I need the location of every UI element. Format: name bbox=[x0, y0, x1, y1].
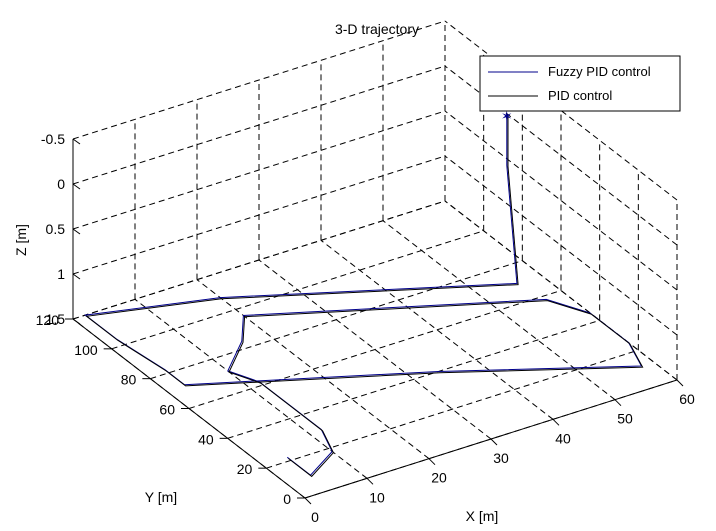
floor-grid-y-3 bbox=[188, 290, 562, 409]
series-line-fuzzy-pid bbox=[84, 115, 643, 476]
series-layer: ✶ bbox=[84, 109, 644, 478]
back-wall-grid-z-2 bbox=[72, 110, 446, 230]
x-tick-label: 0 bbox=[311, 509, 319, 525]
z-tick-label: 0 bbox=[57, 176, 65, 192]
x-tick-label: 30 bbox=[493, 450, 509, 466]
floor-grid-y-1 bbox=[266, 349, 639, 469]
right-wall-grid-z-3 bbox=[444, 155, 678, 336]
x-tick-mark-6 bbox=[676, 379, 684, 387]
chart-title: 3-D trajectory bbox=[335, 21, 419, 37]
x-tick-mark-1 bbox=[366, 477, 374, 485]
legend-label-fuzzy-pid: Fuzzy PID control bbox=[548, 64, 651, 79]
z-tick-label: -0.5 bbox=[41, 131, 65, 147]
right-wall-grid-z-0 bbox=[444, 20, 678, 201]
z-tick-mark-1 bbox=[72, 183, 81, 190]
x-tick-mark-4 bbox=[552, 418, 560, 426]
back-wall-grid-z-4 bbox=[72, 200, 446, 320]
tick-layer: 0 10 20 30 40 50 60 0 20 40 60 80 100 120 -0.5 0 0.5 1 1.5 bbox=[36, 131, 695, 525]
axis-layer bbox=[72, 139, 678, 499]
right-wall-grid-z-2 bbox=[444, 110, 678, 291]
back-wall-grid-z-1 bbox=[72, 65, 446, 185]
y-tick-label: 80 bbox=[121, 372, 137, 388]
legend-label-pid: PID control bbox=[548, 88, 612, 103]
z-tick-mark-4 bbox=[72, 318, 81, 325]
x-tick-mark-3 bbox=[490, 438, 498, 446]
series-line-pid bbox=[85, 117, 644, 478]
y-tick-label: 60 bbox=[159, 402, 175, 418]
y-tick-label: 120 bbox=[36, 312, 60, 328]
y-tick-label: 0 bbox=[283, 491, 291, 507]
y-tick-label: 20 bbox=[237, 461, 253, 477]
z-tick-label: 1 bbox=[57, 266, 65, 282]
grid-layer bbox=[72, 20, 678, 499]
right-wall-grid-z-4 bbox=[444, 200, 678, 381]
x-tick-mark-2 bbox=[428, 458, 436, 466]
y-tick-label: 100 bbox=[74, 342, 98, 358]
z-tick-label: 0.5 bbox=[46, 221, 66, 237]
back-wall-grid-z-3 bbox=[72, 155, 446, 275]
z-tick-mark-2 bbox=[72, 228, 81, 235]
y-axis-label: Y [m] bbox=[145, 489, 177, 505]
x-tick-label: 10 bbox=[369, 489, 385, 505]
legend: Fuzzy PID control PID control bbox=[479, 55, 681, 112]
floor-grid-y-4 bbox=[150, 260, 523, 380]
z-tick-mark-0 bbox=[72, 138, 81, 145]
x-tick-label: 40 bbox=[555, 430, 571, 446]
z-tick-label: 1.5 bbox=[46, 311, 66, 327]
legend-box bbox=[479, 55, 681, 112]
x-tick-label: 50 bbox=[617, 411, 633, 427]
back-wall-grid-z-0 bbox=[72, 20, 446, 140]
y-tick-label: 40 bbox=[198, 431, 214, 447]
x-tick-label: 20 bbox=[431, 470, 447, 486]
x-tick-mark-5 bbox=[614, 399, 622, 407]
z-tick-mark-3 bbox=[72, 273, 81, 280]
z-axis-label: Z [m] bbox=[13, 224, 29, 256]
start-marker: ✶ bbox=[501, 109, 513, 125]
x-tick-label: 60 bbox=[679, 391, 695, 407]
floor-grid-y-5 bbox=[111, 230, 484, 350]
x-axis-label: X [m] bbox=[466, 508, 499, 524]
floor-grid-y-2 bbox=[227, 319, 600, 439]
x-tick-mark-0 bbox=[304, 497, 312, 505]
